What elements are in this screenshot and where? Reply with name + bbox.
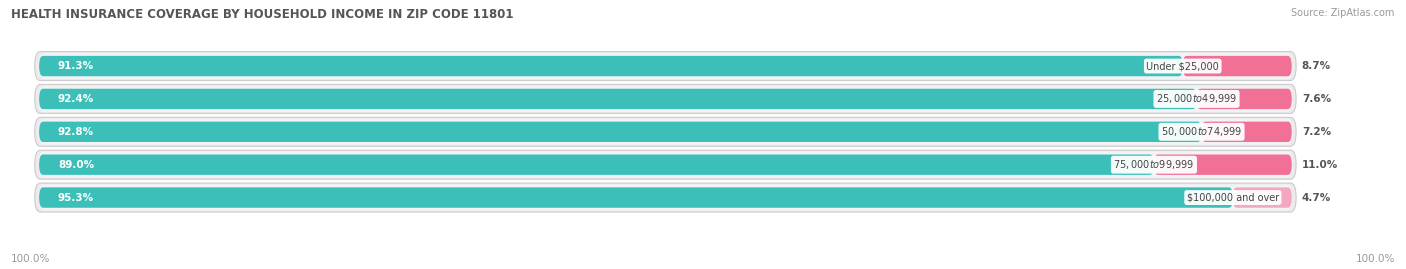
Text: 95.3%: 95.3%: [58, 193, 94, 203]
FancyBboxPatch shape: [35, 84, 1296, 114]
FancyBboxPatch shape: [1197, 89, 1292, 109]
Text: 11.0%: 11.0%: [1302, 160, 1339, 170]
FancyBboxPatch shape: [38, 151, 1292, 178]
FancyBboxPatch shape: [39, 89, 1197, 109]
FancyBboxPatch shape: [38, 86, 1292, 112]
Text: HEALTH INSURANCE COVERAGE BY HOUSEHOLD INCOME IN ZIP CODE 11801: HEALTH INSURANCE COVERAGE BY HOUSEHOLD I…: [11, 8, 513, 21]
FancyBboxPatch shape: [35, 150, 1296, 179]
Text: 100.0%: 100.0%: [1355, 254, 1395, 264]
FancyBboxPatch shape: [1202, 122, 1292, 142]
Text: 4.7%: 4.7%: [1302, 193, 1331, 203]
Text: $75,000 to $99,999: $75,000 to $99,999: [1114, 158, 1195, 171]
FancyBboxPatch shape: [39, 122, 1202, 142]
Text: 92.4%: 92.4%: [58, 94, 94, 104]
FancyBboxPatch shape: [38, 53, 1292, 79]
FancyBboxPatch shape: [1154, 154, 1292, 175]
Text: 89.0%: 89.0%: [58, 160, 94, 170]
FancyBboxPatch shape: [35, 183, 1296, 212]
FancyBboxPatch shape: [39, 154, 1154, 175]
FancyBboxPatch shape: [1233, 187, 1292, 208]
FancyBboxPatch shape: [39, 56, 1182, 76]
Text: 7.2%: 7.2%: [1302, 127, 1331, 137]
Text: $50,000 to $74,999: $50,000 to $74,999: [1161, 125, 1241, 138]
Text: 92.8%: 92.8%: [58, 127, 94, 137]
Text: $100,000 and over: $100,000 and over: [1187, 193, 1279, 203]
Text: 7.6%: 7.6%: [1302, 94, 1331, 104]
FancyBboxPatch shape: [38, 119, 1292, 145]
Text: 8.7%: 8.7%: [1302, 61, 1331, 71]
Text: Source: ZipAtlas.com: Source: ZipAtlas.com: [1291, 8, 1395, 18]
FancyBboxPatch shape: [39, 187, 1233, 208]
Text: 91.3%: 91.3%: [58, 61, 94, 71]
FancyBboxPatch shape: [1182, 56, 1292, 76]
FancyBboxPatch shape: [35, 52, 1296, 80]
FancyBboxPatch shape: [35, 117, 1296, 146]
Text: $25,000 to $49,999: $25,000 to $49,999: [1156, 93, 1237, 105]
FancyBboxPatch shape: [38, 185, 1292, 211]
Text: Under $25,000: Under $25,000: [1146, 61, 1219, 71]
Text: 100.0%: 100.0%: [11, 254, 51, 264]
